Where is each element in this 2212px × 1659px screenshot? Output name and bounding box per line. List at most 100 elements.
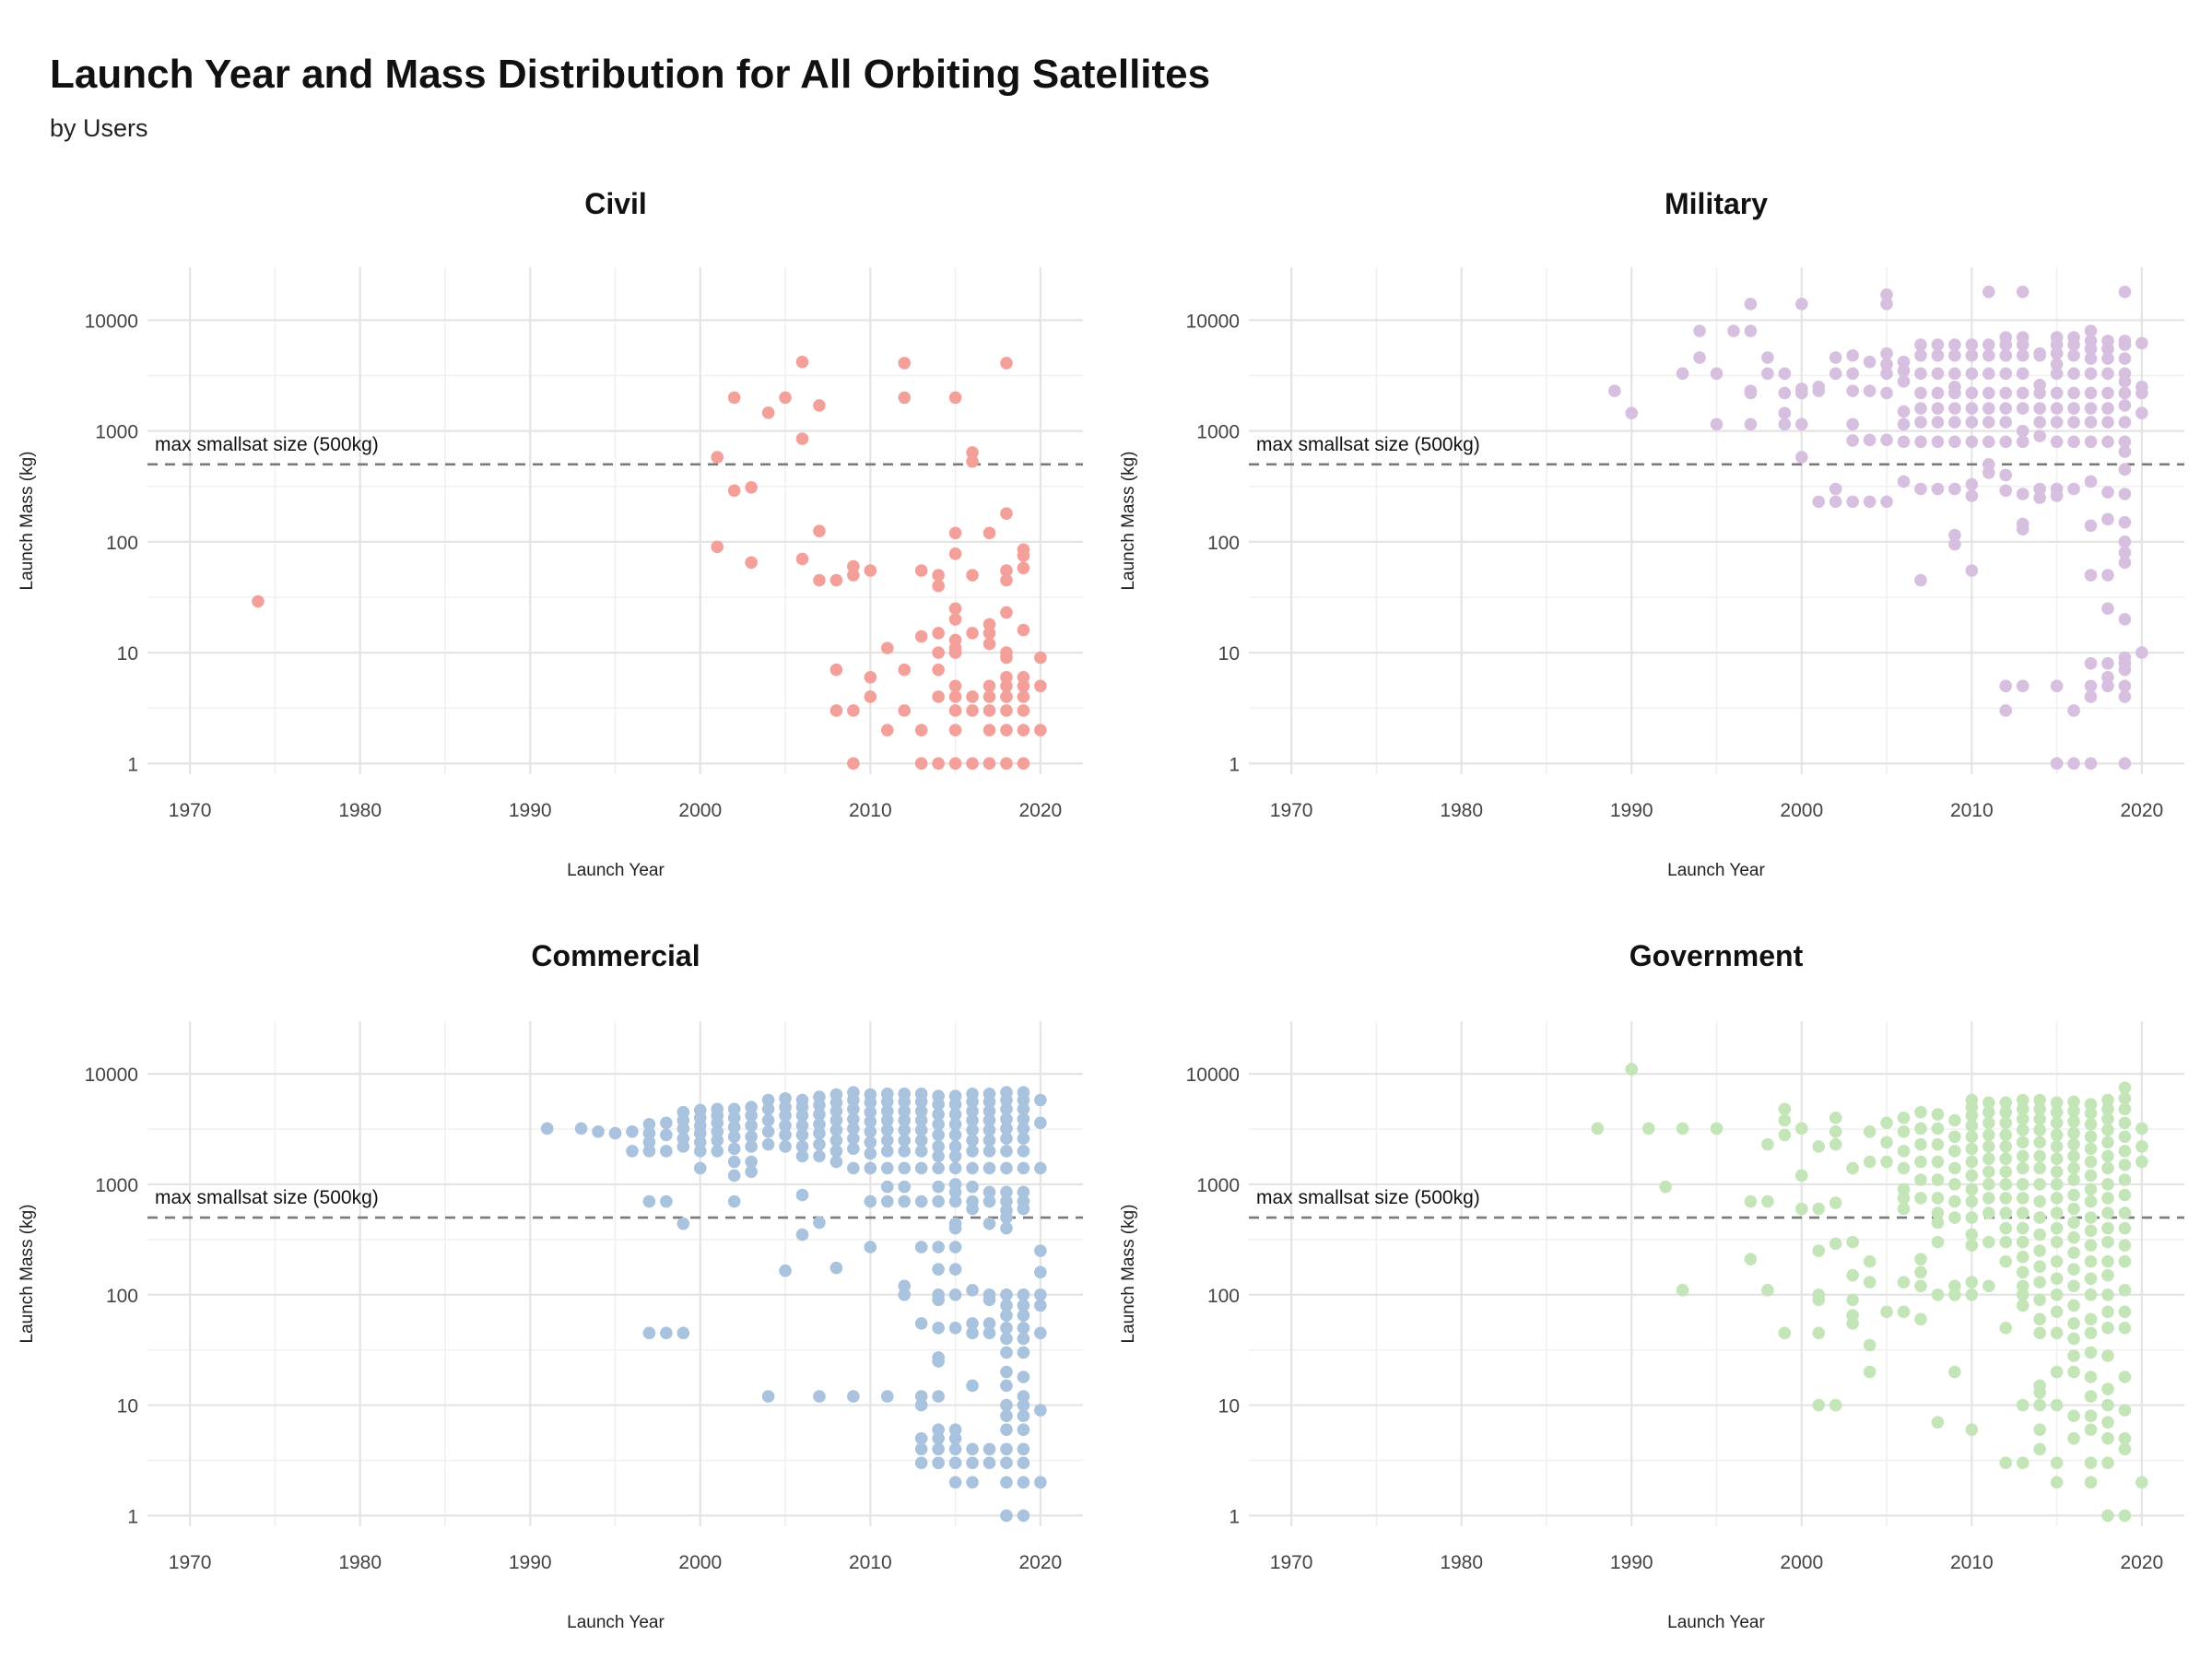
- data-point-military: [2118, 515, 2132, 529]
- data-point-commercial: [830, 1124, 843, 1136]
- data-point-military: [2136, 336, 2148, 350]
- x-tick-label: 1970: [169, 1552, 212, 1573]
- data-point-government: [2136, 1155, 2148, 1169]
- data-point-government: [2084, 1194, 2098, 1208]
- data-point-government: [1948, 1113, 1961, 1127]
- data-point-government: [2033, 1423, 2046, 1436]
- data-point-commercial: [932, 1117, 945, 1131]
- data-point-civil: [932, 646, 945, 659]
- data-point-commercial: [932, 1390, 945, 1403]
- data-point-commercial: [847, 1122, 860, 1135]
- data-point-military: [2016, 338, 2030, 351]
- data-point-commercial: [779, 1091, 792, 1105]
- x-tick-label: 1990: [1610, 1552, 1653, 1573]
- data-point-civil: [948, 547, 962, 560]
- data-point-government: [1965, 1276, 1979, 1288]
- data-point-commercial: [677, 1122, 690, 1135]
- data-point-military: [1846, 384, 1859, 397]
- data-point-military: [2118, 488, 2132, 500]
- data-point-civil: [966, 446, 979, 459]
- data-point-government: [1948, 1145, 1961, 1158]
- data-point-commercial: [813, 1149, 826, 1163]
- data-point-government: [1931, 1192, 1945, 1205]
- data-point-commercial: [914, 1398, 928, 1412]
- data-point-military: [1948, 537, 1961, 551]
- data-point-civil: [948, 757, 962, 771]
- data-point-commercial: [966, 1326, 979, 1340]
- data-point-commercial: [813, 1390, 826, 1403]
- data-point-government: [2118, 1239, 2132, 1253]
- data-point-government: [2118, 1509, 2132, 1523]
- data-point-government: [1761, 1284, 1774, 1297]
- data-point-government: [2084, 1211, 2098, 1224]
- data-point-government: [2101, 1178, 2114, 1191]
- x-axis-label: Launch Year: [567, 861, 665, 880]
- data-point-government: [1829, 1237, 1842, 1251]
- data-point-commercial: [626, 1145, 639, 1158]
- data-point-commercial: [864, 1161, 877, 1175]
- data-point-civil: [864, 690, 877, 703]
- data-point-government: [1794, 1202, 1808, 1216]
- data-point-government: [2118, 1206, 2132, 1219]
- data-point-government: [2050, 1221, 2064, 1235]
- data-point-military: [2118, 352, 2132, 365]
- data-point-civil: [966, 757, 979, 771]
- data-point-military: [2067, 367, 2080, 381]
- data-point-commercial: [779, 1140, 792, 1153]
- data-point-government: [2050, 1476, 2064, 1489]
- data-point-military: [1948, 528, 1961, 542]
- data-point-government: [1982, 1096, 1995, 1110]
- data-point-commercial: [898, 1180, 912, 1194]
- data-point-government: [2067, 1263, 2080, 1276]
- data-point-military: [1931, 416, 1945, 429]
- data-point-military: [1999, 367, 2013, 381]
- data-point-military: [2101, 386, 2114, 400]
- data-point-government: [1812, 1244, 1826, 1257]
- data-point-commercial: [948, 1117, 962, 1131]
- data-point-government: [1761, 1194, 1774, 1208]
- y-tick-label: 10: [117, 1396, 138, 1418]
- data-point-military: [2084, 386, 2098, 400]
- data-point-military: [1931, 435, 1945, 449]
- data-point-government: [2084, 1312, 2098, 1326]
- data-point-commercial: [982, 1185, 996, 1199]
- data-point-government: [2101, 1431, 2114, 1445]
- data-point-military: [2101, 342, 2114, 356]
- data-point-government: [2118, 1221, 2132, 1235]
- data-point-commercial: [1000, 1409, 1013, 1422]
- data-point-military: [2084, 324, 2098, 337]
- data-point-commercial: [745, 1155, 758, 1169]
- data-point-government: [2067, 1317, 2080, 1330]
- data-point-commercial: [642, 1135, 656, 1149]
- data-point-military: [2084, 367, 2098, 381]
- y-tick-label: 10000: [85, 1065, 138, 1086]
- data-point-government: [2118, 1081, 2132, 1094]
- smallsat-threshold-label: max smallsat size (500kg): [155, 434, 379, 455]
- data-point-commercial: [660, 1145, 673, 1158]
- data-point-government: [1982, 1192, 1995, 1205]
- data-point-commercial: [1017, 1299, 1030, 1312]
- data-point-government: [2033, 1442, 2046, 1456]
- data-point-government: [2101, 1349, 2114, 1362]
- data-point-military: [1846, 434, 1859, 447]
- data-point-civil: [932, 569, 945, 582]
- data-point-government: [1863, 1338, 1877, 1352]
- data-point-commercial: [795, 1128, 809, 1142]
- data-point-military: [1761, 351, 1774, 364]
- data-point-military: [1999, 484, 2013, 498]
- data-point-government: [2136, 1122, 2148, 1135]
- data-point-government: [2118, 1442, 2132, 1456]
- data-point-government: [1914, 1173, 1927, 1186]
- data-point-government: [2016, 1161, 2030, 1175]
- data-point-military: [1914, 402, 1927, 415]
- data-point-military: [2101, 679, 2114, 693]
- data-point-military: [2016, 435, 2030, 449]
- data-point-commercial: [948, 1423, 962, 1436]
- data-point-government: [2050, 1288, 2064, 1301]
- data-point-government: [1744, 1194, 1758, 1208]
- data-point-commercial: [745, 1119, 758, 1133]
- data-point-military: [1693, 351, 1706, 364]
- data-point-government: [2033, 1161, 2046, 1175]
- data-point-commercial: [914, 1390, 928, 1403]
